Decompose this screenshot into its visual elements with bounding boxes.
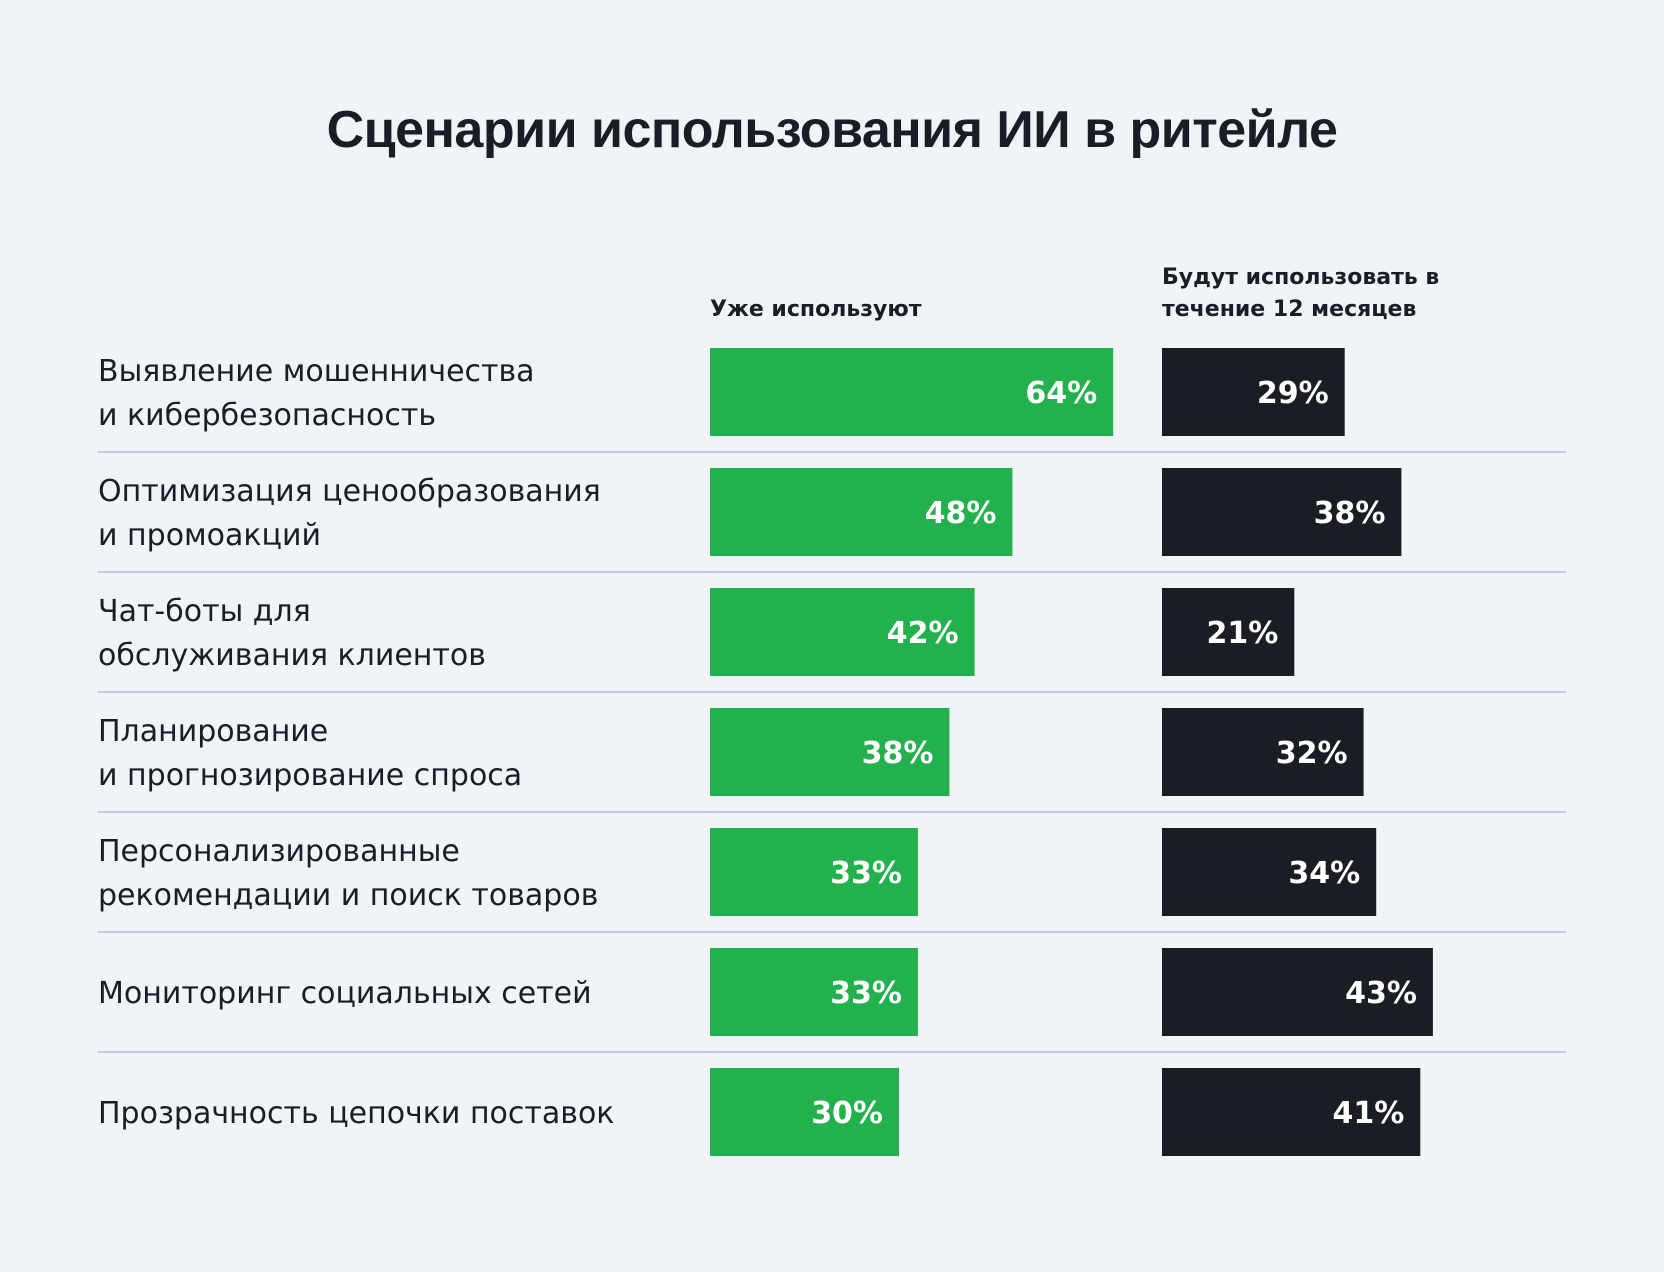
bar-future-5 — [1162, 828, 1377, 916]
bar-future-2 — [1162, 468, 1402, 556]
bar-used-value-4: 38% — [862, 736, 934, 771]
category-label-2-line-2: и промоакций — [98, 518, 321, 553]
bar-future-6 — [1162, 948, 1433, 1036]
bar-future-value-7: 41% — [1332, 1096, 1404, 1131]
bar-used-2 — [710, 468, 1013, 556]
category-label-4-line-1: Планирование — [98, 714, 328, 749]
bar-used-value-1: 64% — [1025, 376, 1097, 411]
bar-future-7 — [1162, 1068, 1421, 1156]
bar-used-4 — [710, 708, 950, 796]
category-label-5-line-1: Персонализированные — [98, 834, 460, 869]
bar-future-1 — [1162, 348, 1345, 436]
bar-used-value-5: 33% — [830, 856, 902, 891]
bar-future-value-2: 38% — [1314, 496, 1386, 531]
category-label-6-line-1: Мониторинг социальных сетей — [98, 976, 592, 1011]
bar-future-3 — [1162, 588, 1295, 676]
column-header-future-line-2: течение 12 месяцев — [1162, 297, 1417, 322]
column-header-future: Будут использовать в течение 12 месяцев — [1162, 262, 1482, 326]
bar-used-value-2: 48% — [925, 496, 997, 531]
chart-title: Сценарии использования ИИ в ритейле — [326, 101, 1338, 159]
bar-used-6 — [710, 948, 918, 1036]
column-header-used: Уже используют — [710, 297, 922, 322]
bar-used-value-7: 30% — [811, 1096, 883, 1131]
bar-future-value-4: 32% — [1276, 736, 1348, 771]
bar-used-value-3: 42% — [887, 616, 959, 651]
bar-future-value-6: 43% — [1345, 976, 1417, 1011]
bar-used-7 — [710, 1068, 899, 1156]
category-label-3-line-2: обслуживания клиентов — [98, 638, 486, 673]
bar-used-value-6: 33% — [830, 976, 902, 1011]
category-label-5-line-2: рекомендации и поиск товаров — [98, 878, 598, 913]
category-label-4-line-2: и прогнозирование спроса — [98, 758, 522, 793]
category-label-1-line-1: Выявление мошенничества — [98, 354, 535, 389]
category-label-7-line-1: Прозрачность цепочки поставок — [98, 1096, 614, 1131]
bar-future-value-5: 34% — [1288, 856, 1360, 891]
bar-used-5 — [710, 828, 918, 916]
category-label-3-line-1: Чат-боты для — [98, 594, 311, 629]
category-label-2-line-1: Оптимизация ценообразования — [98, 474, 601, 509]
bar-future-value-3: 21% — [1206, 616, 1278, 651]
column-header-future-line-1: Будут использовать в — [1162, 265, 1440, 290]
bar-future-value-1: 29% — [1257, 376, 1329, 411]
bar-used-3 — [710, 588, 975, 676]
bar-future-4 — [1162, 708, 1364, 796]
category-label-1-line-2: и кибербезопасность — [98, 398, 436, 433]
bar-used-1 — [710, 348, 1114, 436]
